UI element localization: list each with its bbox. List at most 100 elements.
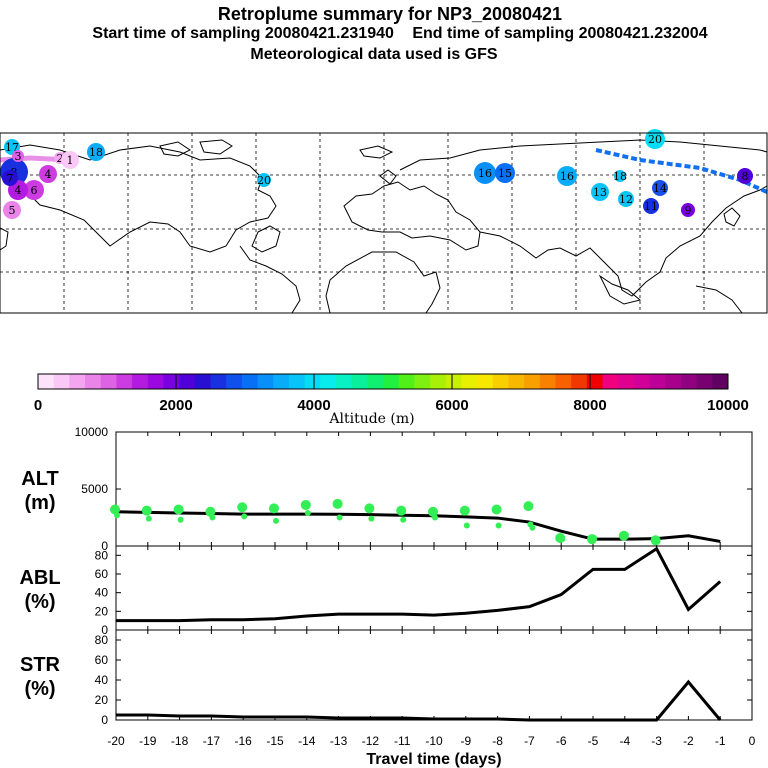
trajectory-point xyxy=(474,162,496,184)
colorbar-cell xyxy=(633,374,651,389)
altitude-point xyxy=(209,514,216,521)
trajectory-point-label: 6 xyxy=(31,184,38,197)
colorbar-tick-labels: 0 2000 4000 6000 8000 10000 xyxy=(34,397,749,414)
altitude-point xyxy=(145,515,152,522)
y-tick-label: 0 xyxy=(101,713,108,727)
colorbar-cell xyxy=(288,374,306,389)
trajectory-point-label: 3 xyxy=(15,150,22,163)
coastline xyxy=(343,181,481,251)
x-tick-label: -14 xyxy=(298,734,316,748)
y-tick-label: 80 xyxy=(95,548,109,562)
altitude-point xyxy=(336,514,343,521)
colorbar-cell xyxy=(273,374,290,389)
y-tick-label: 80 xyxy=(95,633,109,647)
trajectory-points: 17182020161516131218141189865447321 xyxy=(0,129,753,219)
colorbar-cell xyxy=(555,374,572,389)
colorbar-cell xyxy=(100,374,117,389)
colorbar-cell xyxy=(696,374,713,389)
colorbar-cell xyxy=(649,374,666,389)
altitude-point xyxy=(173,504,184,515)
met-data-label: Meteorological data used is GFS xyxy=(250,46,498,63)
trajectory-point-label: 11 xyxy=(644,200,658,213)
trajectory-point xyxy=(495,163,515,183)
x-tick-label: -6 xyxy=(556,734,567,748)
trajectory-point xyxy=(681,203,695,217)
map-gridlines xyxy=(0,133,767,313)
altitude-point xyxy=(459,505,470,516)
altitude-point xyxy=(559,536,566,543)
altitude-point xyxy=(273,517,279,524)
colorbar-cell xyxy=(69,374,86,389)
colorbar-cell xyxy=(320,374,337,389)
colorbar-tick-label: 2000 xyxy=(159,397,192,414)
x-tick-label: -11 xyxy=(394,734,411,748)
altitude-point xyxy=(114,512,120,519)
colorbar-cell xyxy=(53,374,70,389)
trajectory-point xyxy=(3,201,21,219)
x-tick-label: -10 xyxy=(425,734,443,748)
colorbar-cell xyxy=(210,374,227,389)
colorbar-cells xyxy=(38,374,729,389)
trajectory-point-label: 2 xyxy=(57,152,64,165)
colorbar-tick-label: 0 xyxy=(34,397,42,414)
colorbar-tick-label: 10000 xyxy=(707,397,749,414)
trajectory-point-label: 16 xyxy=(560,170,574,183)
colorbar-tick-label: 4000 xyxy=(297,397,330,414)
x-tick-label: -9 xyxy=(460,734,471,748)
trajectory-point xyxy=(39,165,57,183)
x-tick-label: -18 xyxy=(171,734,189,748)
trajectory-point-label: 18 xyxy=(89,146,103,159)
colorbar-cell xyxy=(571,374,588,389)
y-tick-label: 60 xyxy=(95,567,109,581)
x-tick-label: -15 xyxy=(266,734,284,748)
coastline xyxy=(239,245,301,314)
colorbar-frame xyxy=(37,373,729,390)
trajectory-point-label: 1 xyxy=(67,154,74,167)
panel-alt: 0 5000 10000 ALT(m) xyxy=(21,425,753,553)
coastline xyxy=(723,207,741,227)
panel-frame xyxy=(115,629,753,721)
x-tick-label: -17 xyxy=(203,734,221,748)
altitude-point xyxy=(304,509,311,516)
y-tick-label: 40 xyxy=(95,673,109,687)
coastline xyxy=(325,251,441,314)
altitude-point xyxy=(368,515,375,522)
trajectory-point-label: 7 xyxy=(7,172,14,185)
x-tick-label: 0 xyxy=(749,734,756,748)
colorbar-cell xyxy=(586,374,604,389)
x-tick-label: -12 xyxy=(362,734,380,748)
altitude-point xyxy=(332,498,343,509)
x-tick-label: -1 xyxy=(715,734,726,748)
x-tick-label: -19 xyxy=(139,734,157,748)
trajectory-point-label: 18 xyxy=(613,170,627,183)
series-line xyxy=(116,546,722,623)
trajectory-point-label: 14 xyxy=(653,182,667,195)
colorbar-cell xyxy=(430,374,447,389)
coastline xyxy=(695,285,743,314)
colorbar-cell xyxy=(257,374,274,389)
colorbar-cell xyxy=(367,374,384,389)
altitude-point xyxy=(491,504,502,515)
trajectory-point xyxy=(257,173,271,187)
trajectory-point-label: 12 xyxy=(619,193,633,206)
colorbar-cell xyxy=(524,374,541,389)
altitude-point xyxy=(463,522,470,529)
panel-ylabel: ALT xyxy=(21,468,58,490)
colorbar-cell xyxy=(445,374,462,389)
altitude-point xyxy=(428,506,438,517)
x-tick-label: -7 xyxy=(524,734,535,748)
x-tick-label: -8 xyxy=(492,734,503,748)
colorbar-cell xyxy=(335,374,353,389)
trajectory-point xyxy=(61,151,79,169)
altitude-point xyxy=(523,501,534,512)
colorbar-cell xyxy=(461,374,478,389)
trajectory-point-label: 20 xyxy=(257,174,271,187)
coastline xyxy=(159,141,191,157)
trajectory-point xyxy=(591,183,609,201)
x-tick-label: -3 xyxy=(651,734,662,748)
colorbar-cell xyxy=(492,374,509,389)
trajectory-point-label: 13 xyxy=(593,186,607,199)
colorbar-cell xyxy=(539,374,556,389)
panel-ylabel-unit: (%) xyxy=(24,591,55,613)
